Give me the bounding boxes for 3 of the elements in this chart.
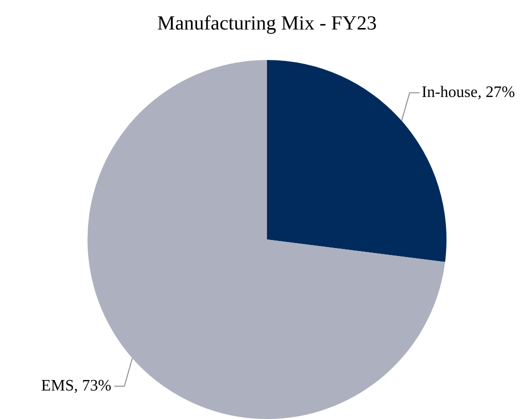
chart-title: Manufacturing Mix - FY23 — [157, 12, 377, 34]
slice-label: In-house, 27% — [422, 84, 515, 101]
slice-label: EMS, 73% — [41, 377, 112, 394]
